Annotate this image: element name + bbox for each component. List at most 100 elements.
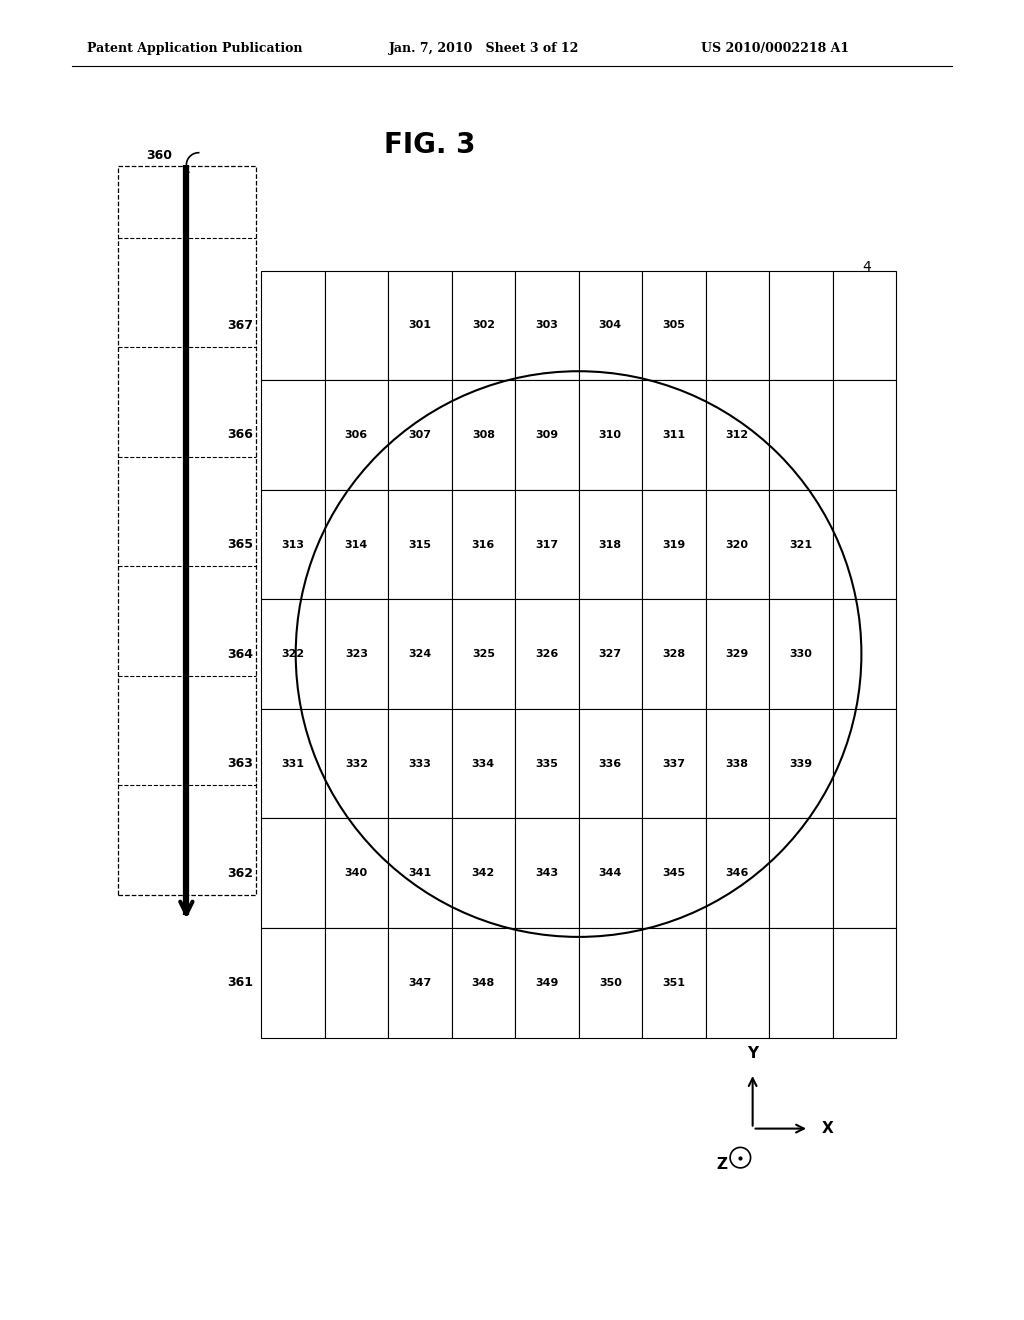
- Text: 307: 307: [409, 430, 431, 440]
- Text: 366: 366: [227, 429, 253, 441]
- Text: 360: 360: [145, 149, 172, 162]
- Bar: [515, 709, 579, 818]
- Text: 318: 318: [599, 540, 622, 549]
- Bar: [261, 380, 325, 490]
- Text: 309: 309: [536, 430, 558, 440]
- Text: 344: 344: [599, 869, 622, 878]
- Text: 321: 321: [790, 540, 812, 549]
- Bar: [706, 709, 769, 818]
- Text: 301: 301: [409, 321, 431, 330]
- Bar: [642, 599, 706, 709]
- Text: 305: 305: [663, 321, 685, 330]
- Bar: [642, 490, 706, 599]
- Text: 334: 334: [472, 759, 495, 768]
- Bar: [642, 818, 706, 928]
- Bar: [833, 271, 896, 380]
- Bar: [833, 380, 896, 490]
- Bar: [706, 380, 769, 490]
- Bar: [833, 490, 896, 599]
- Bar: [452, 271, 515, 380]
- Text: Patent Application Publication: Patent Application Publication: [87, 42, 302, 55]
- Bar: [325, 818, 388, 928]
- Bar: [579, 599, 642, 709]
- Text: FIG. 3: FIG. 3: [384, 131, 476, 160]
- Text: 335: 335: [536, 759, 558, 768]
- Text: 329: 329: [726, 649, 749, 659]
- Text: 320: 320: [726, 540, 749, 549]
- Bar: [769, 599, 833, 709]
- Text: 351: 351: [663, 978, 685, 987]
- Text: 339: 339: [790, 759, 812, 768]
- Text: 302: 302: [472, 321, 495, 330]
- Bar: [579, 380, 642, 490]
- Bar: [452, 928, 515, 1038]
- Bar: [388, 709, 452, 818]
- Text: 341: 341: [409, 869, 431, 878]
- Text: 338: 338: [726, 759, 749, 768]
- Text: 332: 332: [345, 759, 368, 768]
- Bar: [452, 380, 515, 490]
- Text: US 2010/0002218 A1: US 2010/0002218 A1: [701, 42, 850, 55]
- Bar: [769, 818, 833, 928]
- Bar: [769, 709, 833, 818]
- Text: 331: 331: [282, 759, 304, 768]
- Bar: [261, 271, 325, 380]
- Text: Jan. 7, 2010   Sheet 3 of 12: Jan. 7, 2010 Sheet 3 of 12: [389, 42, 580, 55]
- Bar: [388, 818, 452, 928]
- Text: 347: 347: [409, 978, 431, 987]
- Text: 311: 311: [663, 430, 685, 440]
- Bar: [579, 818, 642, 928]
- Bar: [833, 818, 896, 928]
- Text: 343: 343: [536, 869, 558, 878]
- Text: 330: 330: [790, 649, 812, 659]
- Bar: [642, 271, 706, 380]
- Text: 363: 363: [227, 758, 253, 770]
- Text: 326: 326: [536, 649, 558, 659]
- Text: 323: 323: [345, 649, 368, 659]
- Bar: [642, 380, 706, 490]
- Bar: [388, 490, 452, 599]
- Bar: [452, 818, 515, 928]
- Bar: [325, 271, 388, 380]
- Text: 310: 310: [599, 430, 622, 440]
- Bar: [261, 818, 325, 928]
- Bar: [261, 928, 325, 1038]
- Bar: [706, 928, 769, 1038]
- Text: 304: 304: [599, 321, 622, 330]
- Bar: [833, 599, 896, 709]
- Bar: [769, 380, 833, 490]
- Bar: [452, 709, 515, 818]
- Text: 346: 346: [726, 869, 749, 878]
- Ellipse shape: [730, 1147, 751, 1168]
- Bar: [388, 928, 452, 1038]
- Text: 336: 336: [599, 759, 622, 768]
- Text: Y: Y: [748, 1045, 758, 1061]
- Bar: [642, 928, 706, 1038]
- Text: 364: 364: [227, 648, 253, 660]
- Bar: [325, 380, 388, 490]
- Bar: [515, 380, 579, 490]
- Text: Z: Z: [717, 1156, 727, 1172]
- Text: 327: 327: [599, 649, 622, 659]
- Bar: [833, 709, 896, 818]
- Bar: [515, 271, 579, 380]
- Bar: [769, 490, 833, 599]
- Text: 316: 316: [472, 540, 495, 549]
- Text: 348: 348: [472, 978, 495, 987]
- Text: 342: 342: [472, 869, 495, 878]
- Bar: [515, 818, 579, 928]
- Bar: [706, 271, 769, 380]
- Bar: [515, 928, 579, 1038]
- Text: 337: 337: [663, 759, 685, 768]
- Bar: [325, 490, 388, 599]
- Text: 306: 306: [345, 430, 368, 440]
- Bar: [833, 928, 896, 1038]
- Bar: [642, 709, 706, 818]
- Text: 314: 314: [345, 540, 368, 549]
- Bar: [579, 928, 642, 1038]
- Bar: [515, 599, 579, 709]
- Bar: [261, 709, 325, 818]
- Text: 349: 349: [536, 978, 558, 987]
- Bar: [452, 599, 515, 709]
- Bar: [325, 928, 388, 1038]
